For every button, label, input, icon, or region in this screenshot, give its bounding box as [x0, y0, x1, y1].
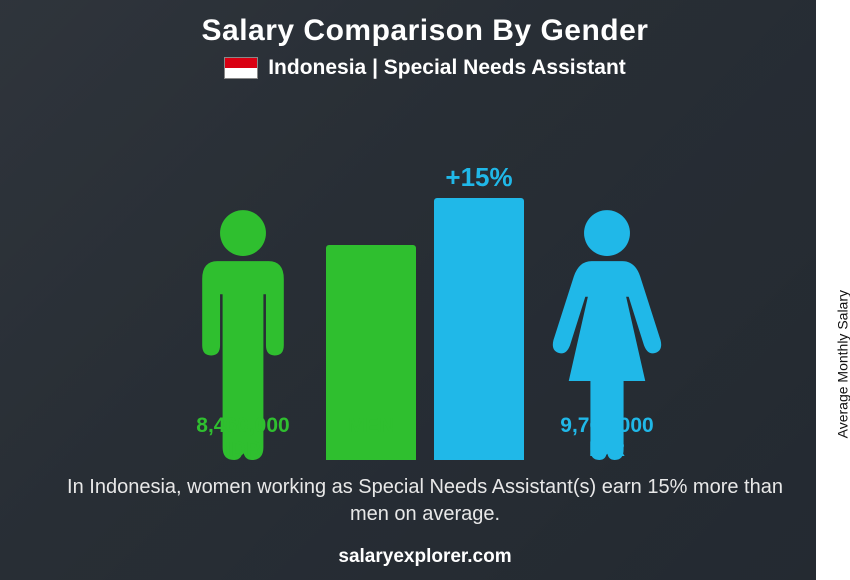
subtitle-country: Indonesia: [268, 56, 366, 79]
men-label: MEN: [326, 414, 416, 462]
women-label: WOMEN: [434, 414, 524, 462]
women-value: 9,760,000 IDR: [542, 414, 672, 462]
subtitle-sep: |: [366, 56, 384, 79]
flag-top: [225, 58, 257, 68]
chart-area: +15%: [0, 100, 850, 460]
men-value: 8,460,000 IDR: [178, 414, 308, 462]
footer-link[interactable]: salaryexplorer.com: [0, 546, 850, 568]
subtitle-text: Indonesia | Special Needs Assistant: [268, 56, 626, 80]
caption-text: In Indonesia, women working as Special N…: [60, 474, 790, 528]
diff-label: +15%: [445, 162, 512, 193]
labels-row: 8,460,000 IDR MEN WOMEN 9,760,000 IDR: [0, 414, 850, 462]
flag-bottom: [225, 68, 257, 78]
subtitle-role: Special Needs Assistant: [384, 56, 626, 79]
page-title: Salary Comparison By Gender: [0, 0, 850, 48]
subtitle-row: Indonesia | Special Needs Assistant: [0, 56, 850, 80]
flag-icon: [224, 57, 258, 79]
